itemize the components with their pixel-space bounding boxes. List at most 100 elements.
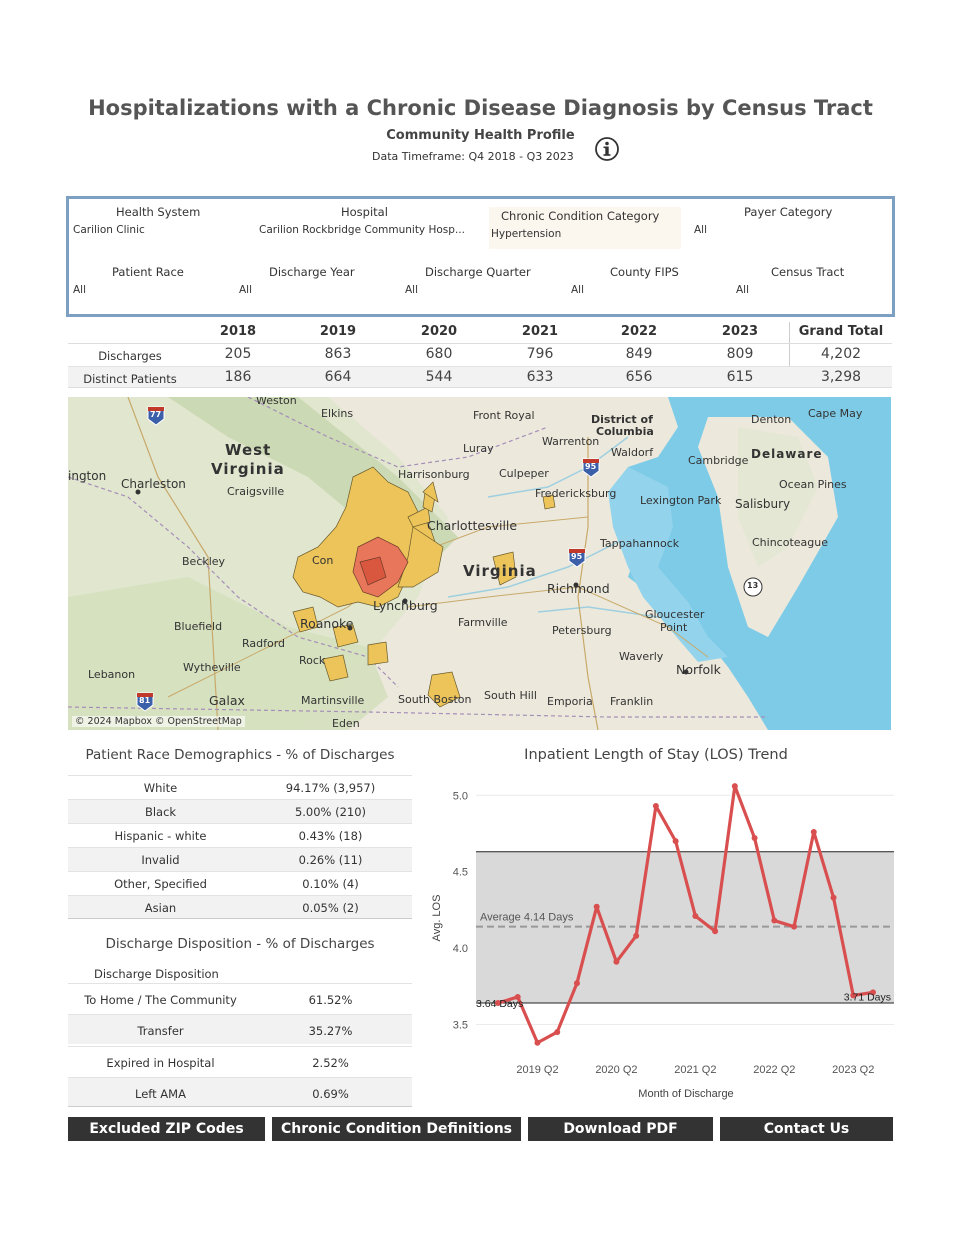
race-name: White [143,781,178,795]
y-tick-label: 5.0 [453,790,468,802]
hospital-label: Hospital [341,205,388,219]
health-system-filter[interactable]: Health System Carilion Clinic [69,199,259,249]
hospital-filter[interactable]: Hospital Carilion Rockbridge Community H… [259,199,489,249]
table-cell: 680 [425,346,453,362]
map-label: Radford [242,637,286,650]
end-label: 3.71 Days [844,991,891,1003]
map-label: Charleston [121,477,186,491]
tract-filter-value[interactable]: All [736,284,750,296]
disposition-value: 0.69% [312,1087,349,1101]
health-system-value[interactable]: Carilion Clinic [73,224,145,236]
map-background [68,397,891,730]
map-label: Chincoteague [752,536,829,549]
los-data-point [613,958,620,965]
map-label: Front Royal [473,409,535,422]
map-label: Virginia [463,562,537,580]
los-data-point [771,917,778,924]
data-timeframe: Data Timeframe: Q4 2018 - Q3 2023 [372,150,574,163]
year-filter-value[interactable]: All [239,284,253,296]
tract-filter[interactable]: Census Tract All [736,259,891,309]
county-filter-value[interactable]: All [571,284,585,296]
map-label: South Hill [484,689,537,702]
x-tick-label: 2023 Q2 [832,1064,874,1076]
col-header: 2023 [721,324,759,339]
disposition-section-title: Discharge Disposition - % of Discharges [105,936,375,952]
shield-95b-icon [568,548,586,568]
census-tract-map[interactable]: Weston Elkins Front Royal District of Co… [68,397,891,730]
x-tick-label: 2021 Q2 [674,1064,716,1076]
county-filter[interactable]: County FIPS All [571,259,731,309]
table-row: Invalid 0.26% (11) [68,847,412,871]
map-label: Farmville [458,616,508,629]
map-label: Wytheville [183,661,241,674]
disposition-value: 2.52% [312,1056,349,1070]
chronic-condition-definitions-button[interactable]: Chronic Condition Definitions [272,1117,521,1141]
average-label: Average 4.14 Days [480,912,574,924]
download-pdf-button[interactable]: Download PDF [528,1117,713,1141]
map-label: Tappahannock [600,537,680,550]
map-attribution[interactable]: © 2024 Mapbox © OpenStreetMap [72,716,245,727]
map-label: Beckley [182,555,226,568]
table-cell: 544 [425,369,453,385]
col-header: Grand Total [798,324,884,339]
map-label: Martinsville [301,694,365,707]
race-filter[interactable]: Patient Race All [69,259,234,309]
table-cell: 664 [324,369,352,385]
payer-value[interactable]: All [694,224,708,236]
quarter-filter-value[interactable]: All [405,284,419,296]
quarter-filter[interactable]: Discharge Quarter All [405,259,570,309]
map-label: Cambridge [688,454,749,467]
map-label: Rock [299,654,326,667]
map-label: ington [68,469,107,483]
y-tick-label: 4.0 [453,943,468,955]
race-filter-label: Patient Race [112,265,184,279]
contact-us-button[interactable]: Contact Us [720,1117,893,1141]
payer-label: Payer Category [744,205,833,219]
disposition-name: Left AMA [135,1087,186,1101]
map-label: Petersburg [552,624,612,637]
page-title: Hospitalizations with a Chronic Disease … [88,96,873,120]
health-system-label: Health System [116,205,201,219]
los-data-point [495,1000,501,1007]
chronic-condition-value[interactable]: Hypertension [491,228,562,240]
map-label: Con [312,554,334,567]
table-row: White 94.17% (3,957) [68,775,412,799]
col-header: 2020 [420,324,458,339]
los-data-point [751,835,758,842]
table-cell: 849 [625,346,653,362]
los-data-point [672,838,679,845]
los-data-point [534,1039,541,1046]
race-filter-value[interactable]: All [73,284,87,296]
payer-filter[interactable]: Payer Category All [689,199,889,249]
map-label: Craigsville [227,485,285,498]
map-label: Denton [751,413,792,426]
map-label: Roanoke [300,616,354,631]
map-label: Eden [332,717,360,730]
map-label: Cape May [808,407,863,420]
start-label: 3.64 Days [476,998,523,1010]
info-icon[interactable] [594,136,620,162]
map-label: Richmond [547,581,610,596]
race-section-title: Patient Race Demographics - % of Dischar… [85,747,395,763]
map-label: Elkins [321,407,354,420]
col-header: 2018 [219,324,257,339]
chronic-condition-filter[interactable]: Chronic Condition Category Hypertension [489,199,681,249]
hospital-value[interactable]: Carilion Rockbridge Community Hosp... [259,224,465,236]
table-row: Other, Specified 0.10% (4) [68,871,412,895]
table-cell: 3,298 [820,369,862,385]
x-axis-title: Month of Discharge [638,1088,733,1100]
map-label: Waverly [619,650,664,663]
los-data-point [514,993,521,1000]
shield-label: 77 [150,410,162,419]
map-label: Lynchburg [373,598,438,613]
race-name: Invalid [141,853,180,867]
grand-total-divider [789,322,790,388]
excluded-zip-codes-button[interactable]: Excluded ZIP Codes [68,1117,265,1141]
race-value: 0.43% (18) [298,829,363,843]
disposition-name: Expired in Hospital [106,1056,215,1070]
race-name: Black [144,805,177,819]
race-value: 5.00% (210) [294,805,367,819]
map-label: Culpeper [499,467,549,480]
los-chart[interactable]: 3.5 4.0 4.5 5.0 Average 4.14 Days 2019 Q2 2020… [420,770,900,1110]
year-filter[interactable]: Discharge Year All [239,259,404,309]
